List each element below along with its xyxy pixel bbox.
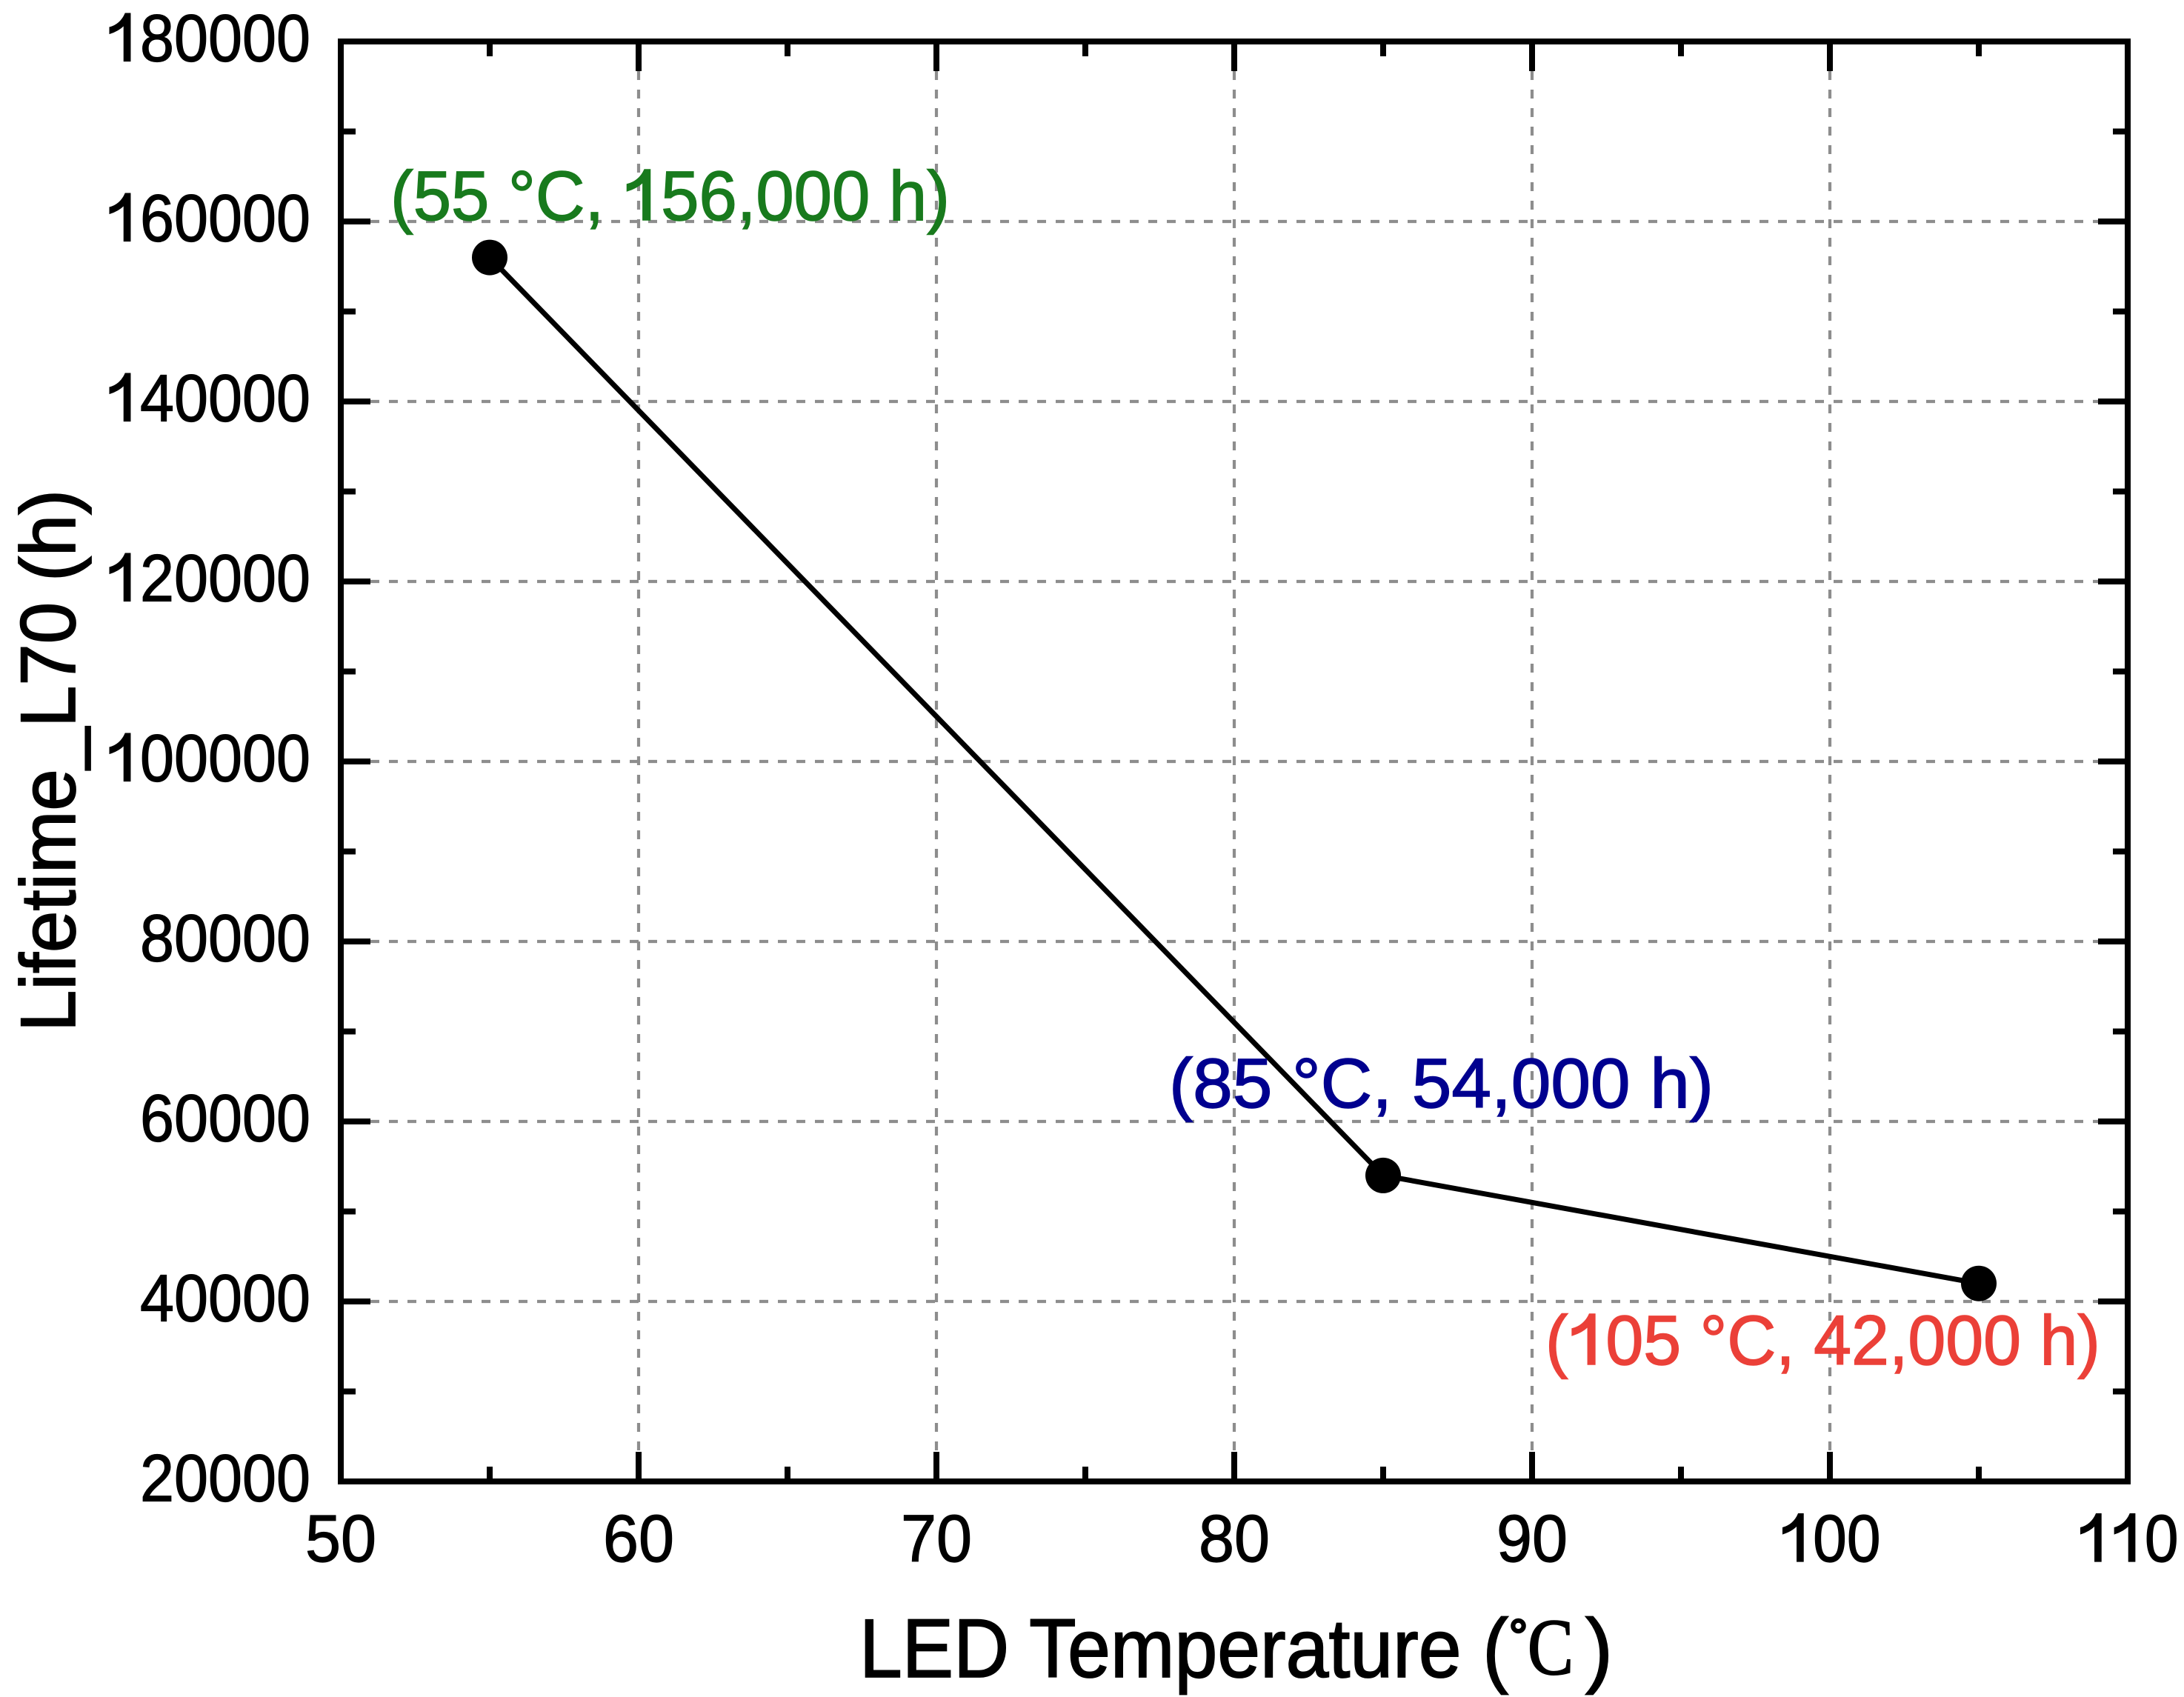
svg-text:00000: 00000	[140, 721, 310, 796]
svg-text:60000: 60000	[140, 1081, 310, 1156]
svg-text:50: 50	[305, 1501, 376, 1576]
svg-text:40000: 40000	[140, 361, 310, 436]
svg-text:C: C	[1528, 1604, 1574, 1692]
svg-text:70: 70	[901, 1501, 972, 1576]
svg-text:(55 °C,: (55 °C,	[390, 156, 604, 236]
svg-text:80000: 80000	[140, 901, 310, 976]
svg-text:05 °C, 42,000 h): 05 °C, 42,000 h)	[1605, 1301, 2100, 1379]
svg-text:LED Temperature (: LED Temperature (	[859, 1602, 1508, 1695]
svg-text:): )	[1585, 1602, 1613, 1695]
svg-text:00: 00	[1813, 1502, 1880, 1576]
svg-text:80: 80	[1199, 1501, 1270, 1576]
svg-text:20000: 20000	[140, 541, 310, 616]
svg-text:80000: 80000	[140, 1, 310, 76]
svg-text:90: 90	[1496, 1501, 1568, 1576]
svg-text:56,000 h): 56,000 h)	[661, 156, 950, 236]
svg-text:20000: 20000	[140, 1441, 310, 1516]
svg-text:60000: 60000	[140, 181, 310, 256]
svg-text:60: 60	[603, 1501, 674, 1576]
svg-text:(85 °C, 54,000 h): (85 °C, 54,000 h)	[1169, 1044, 1714, 1123]
svg-text:Lifetime_L70 (h): Lifetime_L70 (h)	[5, 490, 92, 1032]
svg-text:0: 0	[2145, 1502, 2179, 1576]
svg-text:(: (	[1545, 1301, 1568, 1379]
svg-text:40000: 40000	[140, 1261, 310, 1336]
